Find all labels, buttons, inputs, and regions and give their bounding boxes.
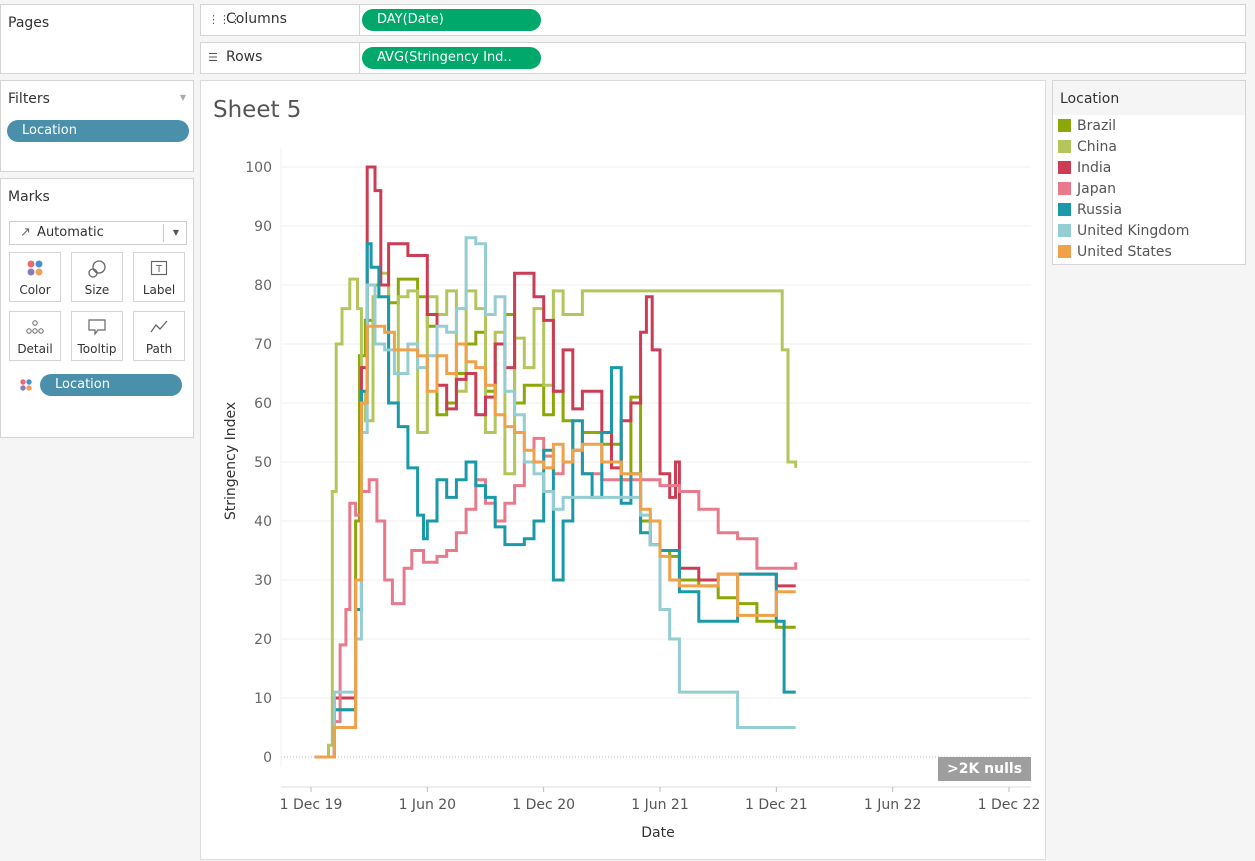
- path-button-label: Path: [145, 342, 173, 356]
- svg-text:T: T: [155, 264, 163, 275]
- worksheet: Sheet 5 0 10 20 30 40 50 60 70 80 90 100 1 Dec 19 1 …: [200, 80, 1046, 860]
- legend-label: Japan: [1077, 181, 1117, 197]
- series-line-india[interactable]: [314, 165, 796, 759]
- legend-item[interactable]: Brazil: [1058, 118, 1116, 136]
- series-line-united-kingdom[interactable]: [314, 236, 796, 759]
- size-button[interactable]: Size: [71, 252, 123, 302]
- legend-label: India: [1077, 160, 1112, 176]
- tooltip-icon: [72, 318, 122, 342]
- pages-card: Pages: [0, 4, 194, 74]
- y-tick-label: 10: [254, 691, 272, 707]
- path-icon: [134, 318, 184, 342]
- rows-pill[interactable]: AVG(Stringency Ind..: [362, 47, 541, 69]
- legend-swatch: [1058, 203, 1071, 216]
- color-field-icon: [19, 377, 33, 396]
- y-axis-title: Stringency Index: [223, 402, 239, 520]
- x-tick-label: 1 Jun 20: [399, 797, 457, 813]
- legend-label: United States: [1077, 244, 1172, 260]
- legend-item[interactable]: United States: [1058, 244, 1172, 262]
- y-tick-label: 30: [254, 573, 272, 589]
- y-tick-label: 70: [254, 337, 272, 353]
- x-tick-label: 1 Dec 21: [745, 797, 808, 813]
- legend-item[interactable]: Japan: [1058, 181, 1116, 199]
- chevron-down-icon: ▼: [172, 228, 179, 237]
- legend-item[interactable]: United Kingdom: [1058, 223, 1189, 241]
- legend-item[interactable]: India: [1058, 160, 1111, 178]
- y-tick-label: 80: [254, 278, 272, 294]
- detail-button-label: Detail: [17, 342, 53, 356]
- nulls-badge[interactable]: >2K nulls: [938, 757, 1031, 781]
- marks-title: Marks: [8, 189, 50, 205]
- x-tick-label: 1 Jun 21: [631, 797, 689, 813]
- columns-pill[interactable]: DAY(Date): [362, 9, 541, 31]
- legend-label: Russia: [1077, 202, 1123, 218]
- columns-icon: ⋮⋮⋮: [208, 13, 241, 26]
- rows-icon: ☰: [208, 51, 218, 64]
- rows-shelf-label: ☰ Rows: [208, 49, 262, 65]
- line-chart: 0 10 20 30 40 50 60 70 80 90 100 1 Dec 19 1 Jun 20 1 …: [223, 147, 1041, 841]
- marks-location-pill[interactable]: Location: [40, 374, 182, 396]
- tooltip-button-label: Tooltip: [77, 342, 117, 356]
- marks-card: Marks ↗ Automatic ▼ Color Size T Label D…: [0, 178, 194, 438]
- detail-icon: [10, 318, 60, 342]
- series-line-russia[interactable]: [314, 242, 796, 759]
- y-tick-label: 60: [254, 396, 272, 412]
- path-button[interactable]: Path: [133, 311, 185, 361]
- legend-swatch: [1058, 224, 1071, 237]
- legend-header: [1053, 81, 1245, 115]
- legend-item[interactable]: Russia: [1058, 202, 1122, 220]
- color-icon: [10, 259, 60, 283]
- label-button-label: Label: [142, 283, 176, 297]
- y-tick-label: 50: [254, 455, 272, 471]
- legend-swatch: [1058, 182, 1071, 195]
- y-tick-label: 90: [254, 219, 272, 235]
- rows-label-text: Rows: [226, 49, 263, 65]
- legend-card: Location Brazil China India Japan Russia Unit…: [1052, 80, 1246, 265]
- color-button-label: Color: [19, 283, 51, 297]
- columns-shelf[interactable]: ⋮⋮⋮Columns DAY(Date): [200, 4, 1246, 36]
- legend-swatch: [1058, 119, 1071, 132]
- filters-title: Filters: [8, 91, 50, 107]
- mark-type-dropdown[interactable]: ↗ Automatic ▼: [9, 221, 187, 245]
- legend-swatch: [1058, 140, 1071, 153]
- legend-title: Location: [1060, 91, 1120, 107]
- rows-divider: [359, 43, 360, 73]
- label-icon: T: [134, 259, 184, 283]
- tooltip-button[interactable]: Tooltip: [71, 311, 123, 361]
- y-tick-label: 20: [254, 632, 272, 648]
- label-button[interactable]: T Label: [133, 252, 185, 302]
- color-button[interactable]: Color: [9, 252, 61, 302]
- detail-button[interactable]: Detail: [9, 311, 61, 361]
- filters-menu-icon[interactable]: ▼: [179, 93, 186, 102]
- legend-swatch: [1058, 161, 1071, 174]
- x-tick-label: 1 Dec 19: [280, 797, 343, 813]
- legend-label: United Kingdom: [1077, 223, 1190, 239]
- line-mark-icon: ↗: [20, 225, 31, 240]
- series-line-china[interactable]: [314, 271, 798, 759]
- x-axis-title: Date: [641, 825, 674, 841]
- pages-title: Pages: [8, 15, 50, 31]
- size-icon: [72, 259, 122, 283]
- series-line-united-states[interactable]: [314, 324, 796, 759]
- columns-shelf-label: ⋮⋮⋮Columns: [208, 11, 287, 27]
- legend-swatch: [1058, 245, 1071, 258]
- y-tick-label: 0: [263, 750, 272, 766]
- filters-card: Filters ▼ Location: [0, 80, 194, 172]
- dropdown-divider: [163, 224, 164, 242]
- size-button-label: Size: [84, 283, 110, 297]
- columns-divider: [359, 5, 360, 35]
- legend-label: Brazil: [1077, 118, 1117, 134]
- filter-location-pill[interactable]: Location: [7, 120, 189, 142]
- x-tick-label: 1 Dec 22: [978, 797, 1041, 813]
- mark-type-label: Automatic: [37, 225, 104, 240]
- y-tick-label: 40: [254, 514, 272, 530]
- y-tick-label: 100: [245, 160, 272, 176]
- sheet-title: Sheet 5: [213, 97, 302, 123]
- x-tick-label: 1 Jun 22: [864, 797, 922, 813]
- x-tick-label: 1 Dec 20: [512, 797, 575, 813]
- legend-item[interactable]: China: [1058, 139, 1117, 157]
- rows-shelf[interactable]: ☰ Rows AVG(Stringency Ind..: [200, 42, 1246, 74]
- columns-label-text: Columns: [226, 11, 287, 27]
- legend-label: China: [1077, 139, 1117, 155]
